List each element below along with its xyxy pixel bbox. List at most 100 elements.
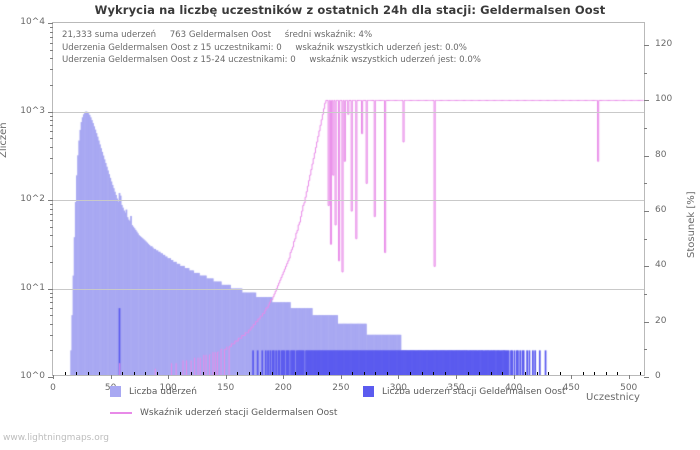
legend-item-total-strikes[interactable]: Liczba uderzeń bbox=[110, 386, 197, 397]
x-axis-minor-tick bbox=[145, 372, 147, 375]
x-axis-tick bbox=[398, 375, 400, 379]
y-axis-left-label: Zliczeń bbox=[0, 122, 9, 158]
x-axis-minor-tick bbox=[191, 372, 193, 375]
legend-item-station-ratio[interactable]: Wskaźnik uderzeń stacji Geldermalsen Oos… bbox=[110, 408, 337, 418]
y-axis-left-tick bbox=[48, 111, 53, 113]
x-axis-minor-tick bbox=[594, 372, 596, 375]
y-axis-left-minor-tick bbox=[50, 302, 53, 304]
y-axis-left-minor-tick bbox=[50, 235, 53, 237]
x-axis-tick-label: 450 bbox=[562, 383, 580, 393]
x-axis-minor-tick bbox=[479, 372, 480, 375]
page-title: Wykrycia na liczbę uczestników z ostatni… bbox=[94, 3, 606, 17]
x-axis-minor-tick bbox=[375, 372, 377, 375]
y-axis-right-tick-label: 0 bbox=[655, 371, 661, 381]
y-axis-left-tick-label: 10^4 bbox=[20, 17, 45, 27]
y-axis-right-tick bbox=[644, 211, 649, 213]
x-axis-label: Uczestnicy bbox=[586, 392, 640, 403]
y-axis-left-minor-tick bbox=[50, 292, 53, 294]
y-axis-left-minor-tick bbox=[50, 42, 53, 44]
x-axis-minor-tick bbox=[329, 372, 331, 375]
y-axis-right-tick bbox=[644, 155, 649, 157]
x-axis-minor-tick bbox=[202, 372, 204, 375]
x-axis-minor-tick bbox=[352, 372, 354, 375]
y-axis-right-tick bbox=[644, 321, 649, 323]
legend-item-station-strikes[interactable]: Liczba uderzeń stacji Geldermalsen Oost bbox=[363, 386, 566, 397]
x-axis-minor-tick bbox=[317, 372, 319, 375]
x-axis-minor-tick bbox=[467, 372, 469, 375]
x-axis-minor-tick bbox=[294, 372, 296, 375]
y-axis-left-tick-label: 10^2 bbox=[20, 194, 45, 204]
y-axis-left-minor-tick bbox=[50, 27, 53, 28]
chart-legend: Liczba uderzeń Liczba uderzeń stacji Geld… bbox=[0, 386, 700, 432]
x-axis-minor-tick bbox=[214, 372, 216, 375]
y-axis-left-minor-tick bbox=[50, 146, 53, 148]
y-axis-left-minor-tick bbox=[50, 315, 53, 317]
y-axis-right-minor-tick bbox=[644, 349, 647, 351]
x-axis-minor-tick bbox=[502, 372, 504, 375]
y-axis-right-tick bbox=[644, 45, 649, 47]
x-axis-minor-tick bbox=[306, 372, 308, 375]
x-axis-minor-tick bbox=[617, 372, 619, 375]
x-axis-tick bbox=[628, 375, 630, 379]
x-axis-minor-tick bbox=[490, 372, 492, 375]
x-axis-minor-tick bbox=[248, 372, 250, 375]
y-axis-left-tick-label: 10^0 bbox=[20, 371, 45, 381]
x-axis-tick-label: 150 bbox=[217, 383, 235, 393]
x-axis-minor-tick bbox=[260, 372, 262, 375]
x-axis-tick-label: 400 bbox=[505, 383, 523, 393]
y-axis-left-minor-tick bbox=[50, 334, 53, 336]
y-axis-right-minor-tick bbox=[644, 72, 647, 74]
y-axis-left-minor-tick bbox=[50, 84, 53, 86]
y-axis-left-minor-tick bbox=[50, 138, 53, 140]
x-axis-tick bbox=[571, 375, 573, 379]
y-axis-left-tick bbox=[48, 288, 53, 290]
x-axis-minor-tick bbox=[640, 372, 642, 375]
annotation-line: 21,333 suma uderzeń 763 Geldermalsen Oos… bbox=[62, 30, 373, 40]
y-axis-left-tick-label: 10^1 bbox=[20, 282, 45, 293]
x-axis-tick bbox=[340, 375, 342, 379]
x-axis-tick-label: 250 bbox=[332, 383, 350, 393]
y-axis-left-minor-tick bbox=[50, 350, 53, 352]
x-axis-tick-label: 100 bbox=[159, 383, 177, 393]
y-axis-left-minor-tick bbox=[50, 261, 53, 263]
plot-canvas bbox=[53, 23, 644, 375]
y-axis-left-minor-tick bbox=[50, 219, 53, 221]
legend-swatch-icon bbox=[110, 386, 121, 397]
x-axis-tick bbox=[53, 375, 54, 379]
legend-line-icon bbox=[110, 411, 132, 415]
y-axis-left-tick bbox=[48, 23, 53, 24]
y-axis-right-tick-label: 60 bbox=[655, 205, 667, 216]
x-axis-minor-tick bbox=[582, 372, 584, 375]
y-axis-left-minor-tick bbox=[50, 69, 53, 71]
x-axis-minor-tick bbox=[559, 372, 561, 375]
y-axis-left-minor-tick bbox=[50, 173, 53, 175]
x-axis-minor-tick bbox=[76, 372, 77, 375]
y-axis-left-minor-tick bbox=[50, 31, 53, 33]
y-axis-left-minor-tick bbox=[50, 226, 53, 228]
y-axis-left-minor-tick bbox=[50, 131, 53, 133]
gridline bbox=[53, 200, 644, 201]
watermark: www.lightningmaps.org bbox=[3, 433, 109, 443]
y-axis-left-minor-tick bbox=[50, 308, 53, 310]
y-axis-right-tick-label: 120 bbox=[655, 39, 673, 50]
plot-area: 21,333 suma uderzeń 763 Geldermalsen Oos… bbox=[20, 17, 672, 393]
y-axis-right-tick-label: 100 bbox=[655, 94, 673, 105]
x-axis-minor-tick bbox=[237, 372, 239, 375]
y-axis-left-minor-tick bbox=[50, 213, 53, 215]
x-axis-tick-label: 300 bbox=[389, 383, 407, 393]
annotation-line: Uderzenia Geldermalsen Oost z 15 uczestn… bbox=[62, 42, 467, 53]
x-axis-minor-tick bbox=[363, 372, 365, 375]
x-axis-tick bbox=[225, 375, 227, 379]
y-axis-right-minor-tick bbox=[644, 183, 647, 185]
y-axis-left-tick-label: 10^3 bbox=[20, 105, 45, 116]
y-axis-right-tick bbox=[644, 377, 649, 378]
y-axis-left-tick bbox=[48, 377, 53, 378]
y-axis-right-tick bbox=[644, 100, 649, 102]
x-axis-minor-tick bbox=[444, 372, 446, 375]
y-axis-left-minor-tick bbox=[50, 208, 53, 210]
y-axis-left-minor-tick bbox=[50, 115, 53, 117]
legend-swatch-icon bbox=[363, 386, 374, 397]
x-axis-minor-tick bbox=[421, 372, 423, 375]
x-axis-tick bbox=[513, 375, 515, 379]
